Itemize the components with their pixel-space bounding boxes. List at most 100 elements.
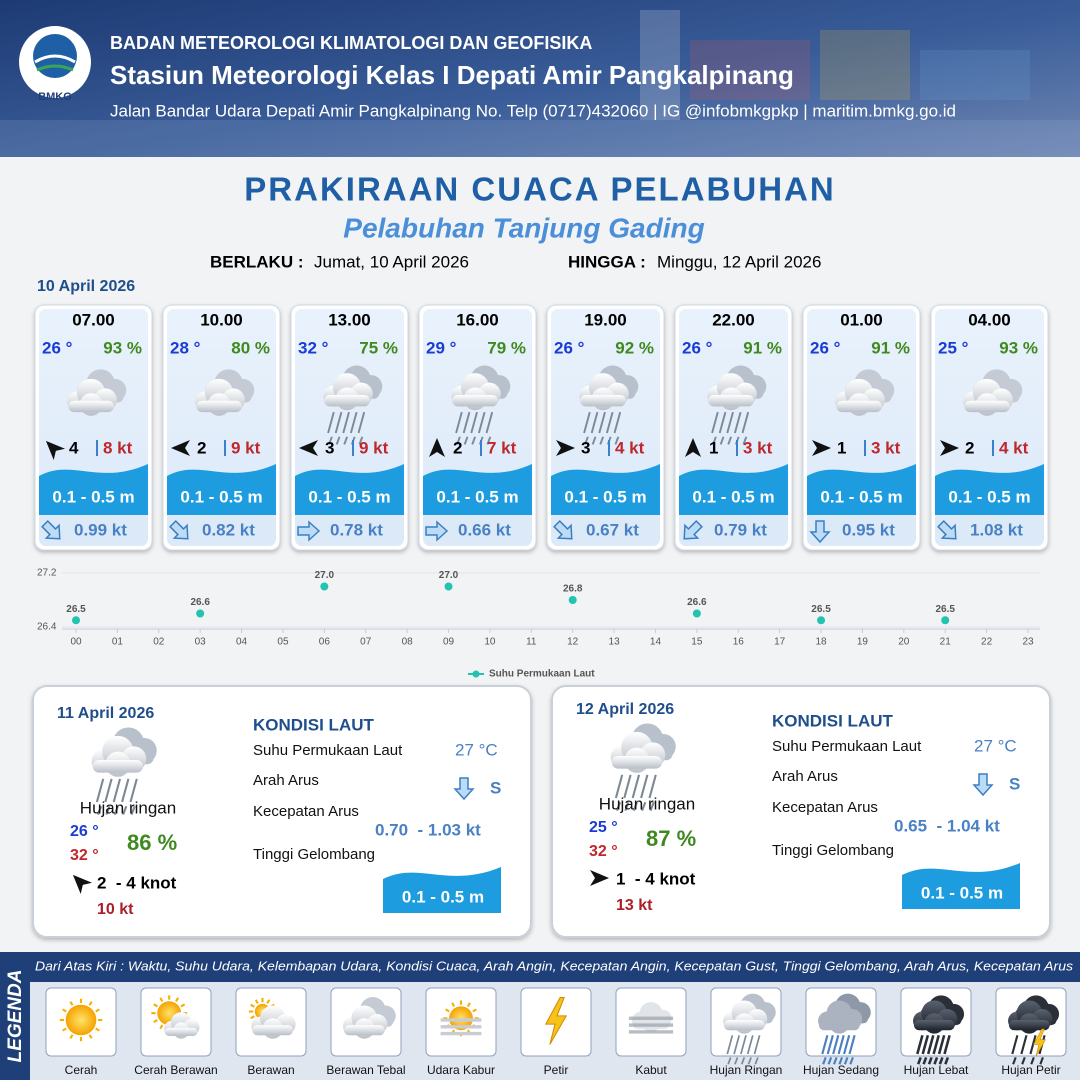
rain bbox=[462, 411, 471, 434]
air-temperature: 32 ° bbox=[298, 338, 329, 357]
forecast-time: 13.00 bbox=[328, 310, 371, 329]
cloud-part bbox=[611, 756, 663, 769]
legend-item-label: Cerah bbox=[65, 1063, 98, 1077]
weather-icon bbox=[323, 365, 383, 445]
cloud-part bbox=[964, 400, 1010, 413]
rain bbox=[933, 1056, 939, 1065]
legend-item-label: Hujan Lebat bbox=[904, 1063, 969, 1077]
rain bbox=[822, 1057, 827, 1065]
cloud bbox=[91, 735, 147, 777]
cloud-part bbox=[723, 1020, 765, 1031]
wave-shape bbox=[167, 464, 276, 515]
x-tick-label: 03 bbox=[195, 637, 207, 648]
x-tick-label: 11 bbox=[526, 637, 537, 648]
weather-icon bbox=[440, 1000, 482, 1037]
x-tick-label: 13 bbox=[609, 637, 621, 648]
rain bbox=[916, 1034, 924, 1055]
weather-icon bbox=[610, 723, 676, 811]
x-tick-label: 12 bbox=[567, 637, 579, 648]
legend-item-label: Hujan Sedang bbox=[803, 1063, 879, 1077]
fog bbox=[628, 1023, 674, 1027]
forecast-card: 13.00 32 ° 75 % 3 9 kt 0.1 - 0.5 m 0.78 kt bbox=[290, 304, 409, 551]
rain bbox=[711, 411, 719, 434]
wave-shape bbox=[39, 464, 148, 515]
x-tick-label: 08 bbox=[402, 637, 414, 648]
forecast-time: 16.00 bbox=[456, 310, 499, 329]
cloud-part bbox=[164, 1027, 198, 1036]
sun-ray bbox=[159, 997, 164, 1002]
forecast-time: 19.00 bbox=[584, 310, 627, 329]
current-arrow bbox=[297, 520, 321, 542]
sun-ray bbox=[250, 1015, 255, 1020]
data-label: 27.0 bbox=[439, 570, 459, 581]
rain bbox=[926, 1034, 935, 1055]
wave-height: 0.1 - 0.5 m bbox=[308, 487, 390, 506]
rain bbox=[727, 436, 732, 445]
wave-shape bbox=[902, 863, 1020, 909]
legend-item-label: Petir bbox=[544, 1063, 569, 1077]
rain bbox=[648, 774, 657, 799]
day-panel: 11 April 2026 Hujan ringan 26 ° 32 ° 86 % 2 -… bbox=[32, 685, 532, 938]
cloud-part bbox=[68, 400, 114, 413]
air-temperature: 26 ° bbox=[682, 338, 713, 357]
legend-item-label: Berawan bbox=[247, 1063, 294, 1077]
rain bbox=[843, 1057, 849, 1065]
wind-range: 1 - 4 knot bbox=[616, 869, 696, 888]
current-speed: 0.67 kt bbox=[586, 520, 639, 539]
wind-speed: 1 bbox=[837, 438, 846, 457]
rain bbox=[615, 801, 622, 811]
cloud bbox=[451, 373, 501, 411]
weather-text: Hujan ringan bbox=[80, 798, 176, 817]
weather-icon bbox=[628, 1002, 674, 1034]
weather-icon bbox=[818, 993, 871, 1065]
rain bbox=[838, 1057, 844, 1065]
y-tick-label: 26.4 bbox=[37, 622, 57, 633]
cloud-part bbox=[92, 760, 144, 773]
rain bbox=[130, 805, 136, 815]
validity-value: Minggu, 12 April 2026 bbox=[657, 252, 821, 271]
rain bbox=[328, 436, 333, 445]
cloud-part bbox=[452, 395, 498, 407]
cloud-part bbox=[836, 400, 882, 413]
data-point bbox=[72, 616, 80, 625]
data-point bbox=[568, 596, 577, 604]
air-temperature: 26 ° bbox=[554, 338, 585, 357]
validity-label: BERLAKU : bbox=[210, 252, 304, 271]
legend-item-label: Hujan Ringan bbox=[710, 1063, 783, 1077]
weather-text: Hujan ringan bbox=[599, 794, 695, 813]
subtitle: Pelabuhan Tanjung Gading bbox=[343, 212, 704, 243]
current-speed: 0.82 kt bbox=[202, 520, 255, 539]
data-label: 26.5 bbox=[811, 604, 831, 615]
data-label: 26.6 bbox=[190, 597, 210, 608]
rain bbox=[826, 1035, 834, 1055]
sun-ray bbox=[180, 1003, 186, 1008]
sea-label: Kecepatan Arus bbox=[772, 799, 878, 816]
gust-speed: 3 kt bbox=[871, 438, 901, 457]
sun-ray bbox=[88, 1034, 93, 1039]
sea-label: Kecepatan Arus bbox=[253, 803, 359, 820]
rain bbox=[848, 1035, 856, 1055]
humidity: 75 % bbox=[359, 338, 398, 357]
rain bbox=[129, 778, 138, 803]
forecast-card: 19.00 26 ° 92 % 3 4 kt 0.1 - 0.5 m 0.67 kt bbox=[546, 304, 665, 551]
validity-value: Jumat, 10 April 2026 bbox=[314, 252, 469, 271]
weather-icon bbox=[544, 997, 568, 1045]
rain bbox=[1012, 1057, 1017, 1065]
rain bbox=[1029, 1035, 1037, 1055]
cloud-part bbox=[580, 395, 626, 407]
rain bbox=[599, 436, 604, 445]
wave-height: 0.1 - 0.5 m bbox=[180, 487, 262, 506]
rain bbox=[1020, 1035, 1028, 1055]
sea-label: Suhu Permukaan Laut bbox=[772, 738, 922, 755]
sea-value: 27 °C bbox=[455, 740, 498, 759]
cloud bbox=[913, 1000, 958, 1034]
sun-ray bbox=[153, 1019, 158, 1024]
gust-speed: 10 kt bbox=[97, 901, 134, 918]
wave-shape bbox=[935, 464, 1044, 515]
x-tick-label: 04 bbox=[236, 637, 248, 648]
forecast-time: 04.00 bbox=[968, 310, 1011, 329]
sun-ray bbox=[88, 1001, 93, 1006]
wind-arrow bbox=[299, 440, 318, 456]
weather-icon bbox=[451, 365, 511, 445]
